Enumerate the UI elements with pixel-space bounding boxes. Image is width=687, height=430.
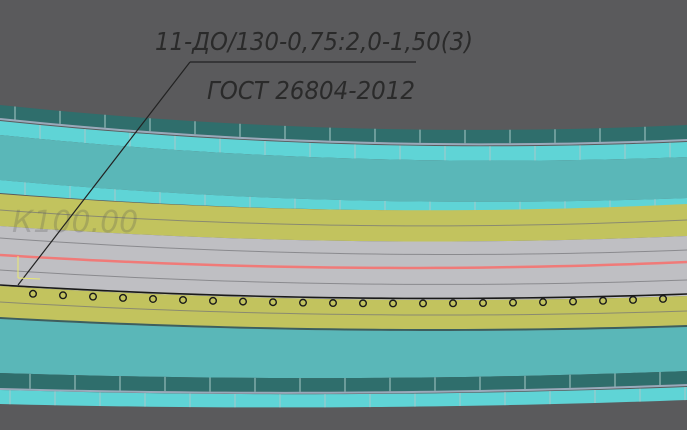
lane-line xyxy=(0,269,687,285)
barrier-post-icon xyxy=(359,299,368,308)
bottom-edge-dark xyxy=(0,317,687,332)
leader-line xyxy=(17,61,191,286)
bottom-green-strip xyxy=(0,319,687,379)
barrier-post-icon xyxy=(629,295,638,304)
barrier-post-icon xyxy=(238,297,247,306)
carriageway xyxy=(0,226,687,301)
bottom-shoulder xyxy=(0,286,687,331)
barrier-post-icon xyxy=(479,299,488,308)
barrier-post-icon xyxy=(419,299,428,308)
axis-line xyxy=(0,253,687,270)
top-sidewalk xyxy=(0,121,687,161)
callout-line-2[interactable]: ГОСТ 26804-2012 xyxy=(207,76,415,105)
curb-edge xyxy=(0,384,687,394)
barrier-post-icon xyxy=(659,294,668,303)
barrier-post-icon xyxy=(148,294,157,303)
curb-edge xyxy=(0,118,687,146)
barrier-post-icon xyxy=(449,299,458,308)
barrier-post-icon xyxy=(178,295,187,304)
ucs-marker-icon xyxy=(17,256,41,280)
shoulder-line xyxy=(0,301,687,316)
top-curb-strip xyxy=(0,180,687,211)
barrier-post-icon xyxy=(569,297,578,306)
barrier-post-icon xyxy=(599,296,608,305)
barrier-post-icon xyxy=(329,299,338,308)
bottom-dark-curb xyxy=(0,371,687,392)
top-green-strip xyxy=(0,135,687,202)
barrier-line xyxy=(0,284,687,300)
barrier-post-icon xyxy=(389,299,398,308)
callout-line-1[interactable]: 11-ДО/130-0,75:2,0-1,50(3) xyxy=(155,27,473,56)
barrier-post-icon xyxy=(29,289,38,298)
barrier-post-icon xyxy=(299,298,308,307)
shoulder-line xyxy=(0,209,687,227)
bottom-sidewalk xyxy=(0,387,687,408)
barrier-post-icon xyxy=(208,296,217,305)
barrier-post-icon xyxy=(509,298,518,307)
lane-line xyxy=(0,237,687,255)
barrier-post-icon xyxy=(88,292,97,301)
barrier-post-icon xyxy=(269,298,278,307)
top-shoulder xyxy=(0,194,687,242)
top-dark-curb xyxy=(0,105,687,144)
barrier-post-icon xyxy=(539,298,548,307)
barrier-post-icon xyxy=(59,291,68,300)
barrier-post-icon xyxy=(118,293,127,302)
